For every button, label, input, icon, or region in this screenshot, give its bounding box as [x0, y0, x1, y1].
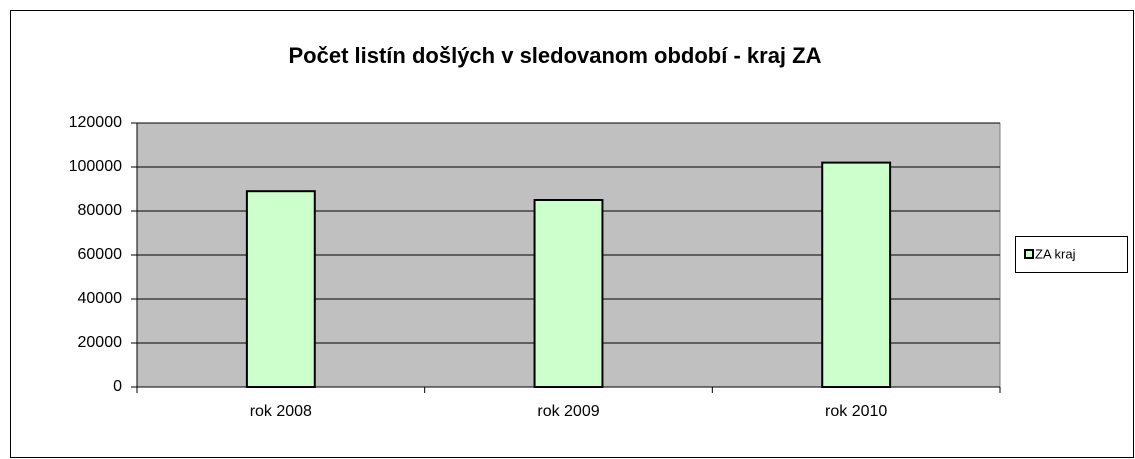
chart-title: Počet listín došlých v sledovanom období…: [289, 43, 822, 68]
y-tick-label: 40000: [78, 290, 123, 307]
y-tick-label: 0: [113, 378, 122, 395]
x-tick-label: rok 2010: [825, 403, 887, 420]
legend-label: ZA kraj: [1035, 246, 1076, 261]
legend-box: [1015, 236, 1128, 273]
x-tick-label: rok 2009: [537, 403, 599, 420]
y-tick-label: 60000: [78, 246, 123, 263]
bar: [821, 161, 892, 388]
y-tick-label: 120000: [69, 114, 122, 131]
y-tick-label: 100000: [69, 158, 122, 175]
y-tick-label: 20000: [78, 334, 123, 351]
bar: [245, 190, 316, 388]
bar: [533, 199, 604, 388]
x-tick-label: rok 2008: [250, 403, 312, 420]
y-tick-label: 80000: [78, 202, 123, 219]
legend-swatch: [1024, 249, 1034, 259]
